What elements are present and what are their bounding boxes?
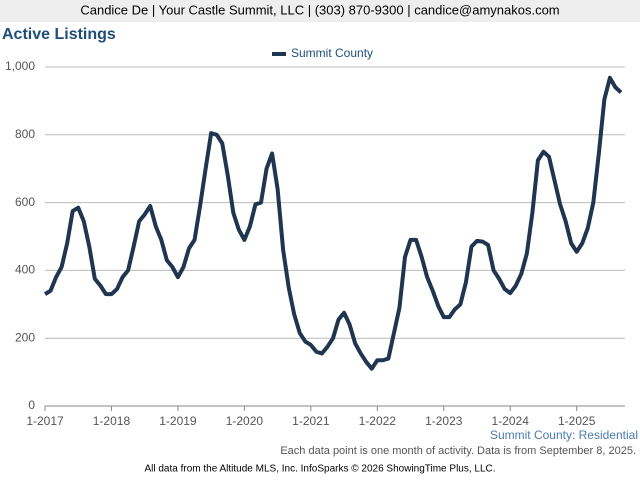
x-tick-label: 1-2018: [93, 414, 131, 428]
header-text: Candice De | Your Castle Summit, LLC | (…: [80, 2, 559, 17]
chart-title: Active Listings: [2, 26, 116, 43]
y-tick-label: 1,000: [5, 59, 35, 73]
x-tick-label: 1-2017: [26, 414, 64, 428]
y-tick-label: 600: [15, 195, 35, 209]
x-tick-label: 1-2020: [226, 414, 264, 428]
x-tick-label: 1-2022: [359, 414, 397, 428]
y-tick-label: 200: [15, 330, 35, 344]
legend-label: Summit County: [291, 46, 373, 60]
x-tick-label: 1-2021: [292, 414, 330, 428]
x-tick-label: 1-2019: [159, 414, 197, 428]
note: Each data point is one month of activity…: [280, 445, 636, 457]
y-tick-label: 400: [15, 263, 35, 277]
y-tick-label: 800: [15, 127, 35, 141]
source-label: Summit County: Residential: [490, 428, 638, 442]
header-bar: [0, 0, 640, 22]
y-tick-label: 0: [28, 398, 35, 412]
data-line: [43, 75, 623, 371]
x-tick-label: 1-2023: [425, 414, 463, 428]
x-tick-label: 1-2024: [492, 414, 530, 428]
x-tick-label: 1-2025: [558, 414, 596, 428]
footer: All data from the Altitude MLS, Inc. Inf…: [144, 464, 495, 475]
